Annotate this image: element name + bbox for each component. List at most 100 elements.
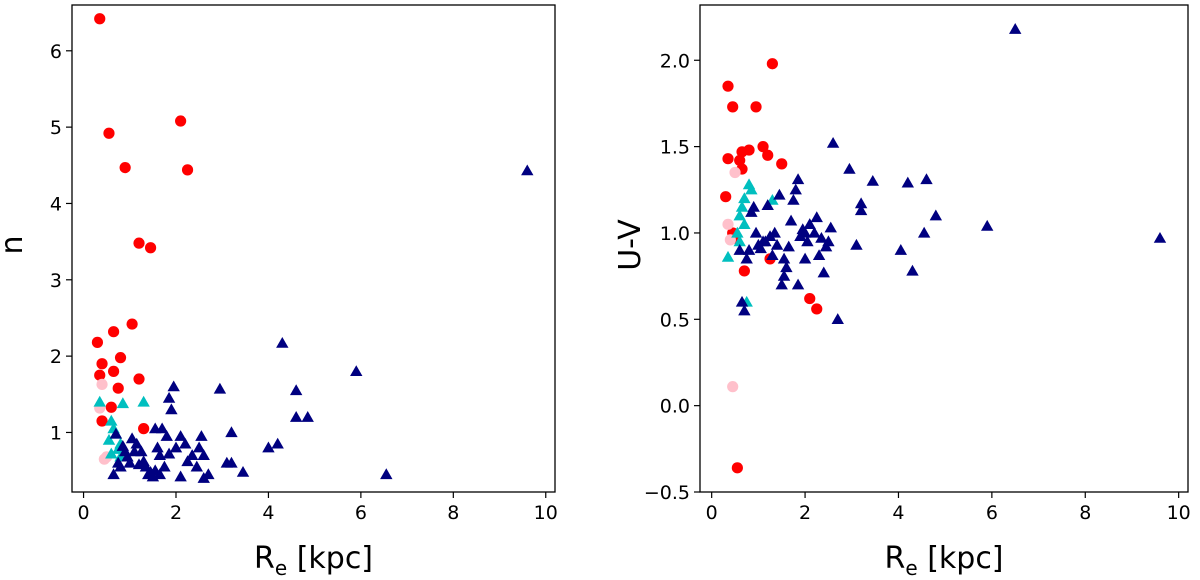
data-point-triangle xyxy=(826,136,840,148)
data-point-triangle xyxy=(854,197,868,209)
data-point-triangle xyxy=(810,211,823,223)
data-point-triangle xyxy=(782,240,795,252)
series-navy-triangles xyxy=(733,22,1167,324)
data-point-triangle xyxy=(93,395,106,407)
data-point-circle xyxy=(103,127,115,139)
data-point-triangle xyxy=(105,447,118,459)
x-tick-label: 10 xyxy=(534,502,558,524)
data-point-triangle xyxy=(733,209,746,221)
x-tick-label: 10 xyxy=(1167,502,1191,524)
data-point-circle xyxy=(736,146,748,158)
data-point-circle xyxy=(94,13,106,25)
data-point-circle xyxy=(762,149,774,161)
data-point-circle xyxy=(96,378,108,390)
data-point-triangle xyxy=(980,219,994,231)
data-point-triangle xyxy=(917,226,931,238)
data-point-triangle xyxy=(787,193,800,205)
data-point-circle xyxy=(91,336,104,348)
data-point-triangle xyxy=(738,192,751,204)
data-point-triangle xyxy=(162,447,176,459)
data-point-triangle xyxy=(817,266,830,278)
data-point-triangle xyxy=(761,199,774,210)
data-points xyxy=(91,13,534,483)
x-tick-label: 8 xyxy=(1079,502,1091,524)
data-point-triangle xyxy=(236,465,250,477)
data-point-triangle xyxy=(197,449,210,461)
data-point-triangle xyxy=(521,164,534,176)
data-point-circle xyxy=(727,101,739,113)
y-tick-label: 3 xyxy=(50,270,62,292)
data-point-triangle xyxy=(742,244,756,255)
data-point-triangle xyxy=(738,218,751,229)
y-tick-label: 4 xyxy=(50,193,62,215)
series-red-circles xyxy=(720,58,823,474)
data-point-triangle xyxy=(808,226,821,238)
x-tick-label: 0 xyxy=(78,502,90,524)
data-point-circle xyxy=(144,242,157,254)
x-tick-label: 0 xyxy=(706,502,718,524)
data-point-triangle xyxy=(174,470,187,482)
data-point-triangle xyxy=(866,174,879,186)
data-point-triangle xyxy=(773,188,786,200)
data-point-circle xyxy=(731,462,743,474)
data-point-triangle xyxy=(733,244,746,255)
data-point-circle xyxy=(107,326,120,338)
x-tick-label: 4 xyxy=(892,502,904,524)
data-point-triangle xyxy=(770,238,784,250)
x-tick-label: 6 xyxy=(986,502,998,524)
data-point-triangle xyxy=(777,269,791,281)
data-point-triangle xyxy=(850,238,863,250)
data-point-circle xyxy=(114,352,127,364)
data-point-triangle xyxy=(289,384,303,396)
data-point-circle xyxy=(734,154,746,167)
series-navy-triangles xyxy=(107,164,534,483)
data-point-triangle xyxy=(262,441,275,453)
data-point-triangle xyxy=(158,460,171,472)
data-point-triangle xyxy=(735,295,749,307)
data-point-circle xyxy=(776,158,788,170)
data-point-triangle xyxy=(831,313,844,324)
data-point-triangle xyxy=(220,456,234,468)
data-point-triangle xyxy=(780,261,793,273)
data-point-triangle xyxy=(803,218,816,229)
x-tick-label: 6 xyxy=(355,502,367,524)
data-point-triangle xyxy=(738,304,751,316)
data-point-triangle xyxy=(195,430,208,441)
data-point-triangle xyxy=(125,432,139,444)
data-point-triangle xyxy=(791,278,805,290)
data-points xyxy=(720,22,1167,474)
y-tick-label: 2.0 xyxy=(660,50,690,72)
x-axis-label: Re [kpc] xyxy=(884,541,1003,580)
data-point-circle xyxy=(94,369,106,381)
x-tick-label: 2 xyxy=(170,502,182,524)
data-point-triangle xyxy=(812,249,826,261)
data-point-triangle xyxy=(759,235,772,247)
x-tick-label: 8 xyxy=(447,502,459,524)
data-point-triangle xyxy=(153,449,167,461)
data-point-triangle xyxy=(160,430,173,441)
data-point-circle xyxy=(175,115,187,127)
data-point-circle xyxy=(722,218,734,230)
data-point-triangle xyxy=(721,250,735,262)
data-point-triangle xyxy=(132,458,146,470)
data-point-triangle xyxy=(185,449,199,461)
data-point-triangle xyxy=(162,391,176,403)
data-point-circle xyxy=(112,382,124,394)
data-point-triangle xyxy=(801,235,814,247)
data-point-triangle xyxy=(105,414,118,426)
data-point-circle xyxy=(138,423,150,435)
data-point-circle xyxy=(757,141,769,153)
data-point-triangle xyxy=(107,468,120,480)
data-point-triangle xyxy=(190,460,203,472)
data-point-triangle xyxy=(740,252,753,264)
data-point-triangle xyxy=(213,382,227,394)
data-point-triangle xyxy=(745,183,758,195)
data-point-circle xyxy=(750,101,762,113)
data-point-triangle xyxy=(123,456,136,468)
data-point-circle xyxy=(811,303,823,315)
data-point-circle xyxy=(119,161,131,174)
data-point-triangle xyxy=(749,226,763,238)
y-tick-label: 1 xyxy=(50,422,62,444)
